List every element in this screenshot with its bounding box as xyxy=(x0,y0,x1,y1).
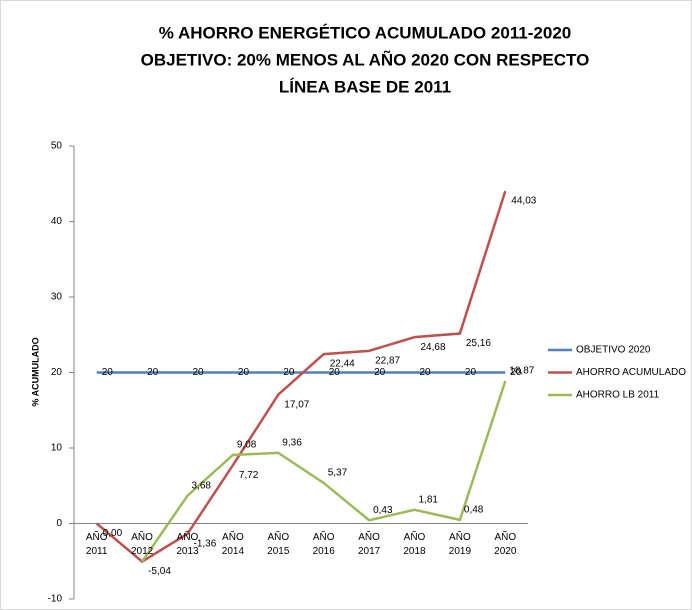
x-tick-label: AÑO 2015 xyxy=(267,531,290,557)
x-tick-label: AÑO 2014 xyxy=(221,531,245,557)
data-label: 18,87 xyxy=(509,366,534,377)
legend-label: OBJETIVO 2020 xyxy=(576,345,651,356)
y-tick-label: 10 xyxy=(51,443,63,454)
data-label: 0,43 xyxy=(373,505,393,516)
data-label: -1,36 xyxy=(194,538,217,549)
chart-title: OBJETIVO: 20% MENOS AL AÑO 2020 CON RESP… xyxy=(141,49,590,69)
series-line xyxy=(141,380,507,563)
x-tick-label: AÑO 2013 xyxy=(176,531,199,557)
data-label: 20 xyxy=(193,367,205,378)
data-label: 20 xyxy=(283,367,295,378)
y-axis-label: % ACUMULADO xyxy=(30,337,40,406)
data-label: -5,04 xyxy=(148,566,171,577)
chart-title: LÍNEA BASE DE 2011 xyxy=(279,77,451,96)
x-tick-label: AÑO 2011 xyxy=(85,531,108,557)
data-label: 20 xyxy=(102,367,114,378)
data-label: 25,16 xyxy=(466,338,491,349)
data-label: 20 xyxy=(510,367,522,378)
x-tick-label: AÑO 2016 xyxy=(312,531,335,557)
x-tick-label: AÑO 2018 xyxy=(403,531,426,557)
x-tick-label: AÑO 2020 xyxy=(494,531,517,557)
data-label: 20 xyxy=(329,367,341,378)
data-label: 20 xyxy=(374,367,386,378)
data-label: 1,81 xyxy=(419,494,439,505)
data-label: 22,87 xyxy=(375,355,400,366)
legend-label: AHORRO LB 2011 xyxy=(576,390,660,401)
legend-label: AHORRO ACUMULADO xyxy=(576,367,686,378)
data-label: 0,00 xyxy=(103,528,123,539)
y-tick-label: 30 xyxy=(51,292,63,303)
data-label: 7,72 xyxy=(239,470,259,481)
data-label: 22,44 xyxy=(330,359,355,370)
data-label: 9,08 xyxy=(237,440,257,451)
data-label: 17,07 xyxy=(284,399,309,410)
data-label: 44,03 xyxy=(511,196,536,207)
data-label: 20 xyxy=(238,367,250,378)
data-label: 20 xyxy=(465,367,477,378)
x-tick-label: AÑO 2019 xyxy=(448,531,472,557)
data-label: 9,36 xyxy=(282,437,302,448)
data-label: 3,68 xyxy=(192,480,212,491)
data-label: 5,37 xyxy=(328,468,348,479)
x-tick-label: AÑO 2012 xyxy=(130,531,154,557)
y-tick-label: -10 xyxy=(48,594,63,605)
data-label: 0,48 xyxy=(464,505,484,516)
chart-title: % AHORRO ENERGÉTICO ACUMULADO 2011-2020 xyxy=(159,23,572,42)
data-label: 20 xyxy=(420,367,432,378)
series-line xyxy=(95,190,507,564)
data-label: 24,68 xyxy=(421,342,446,353)
y-tick-label: 0 xyxy=(56,518,62,529)
y-tick-label: 50 xyxy=(51,141,63,152)
data-label: 20 xyxy=(147,367,159,378)
y-tick-label: 20 xyxy=(51,367,63,378)
y-tick-label: 40 xyxy=(51,216,63,227)
x-tick-label: AÑO 2017 xyxy=(357,531,381,557)
